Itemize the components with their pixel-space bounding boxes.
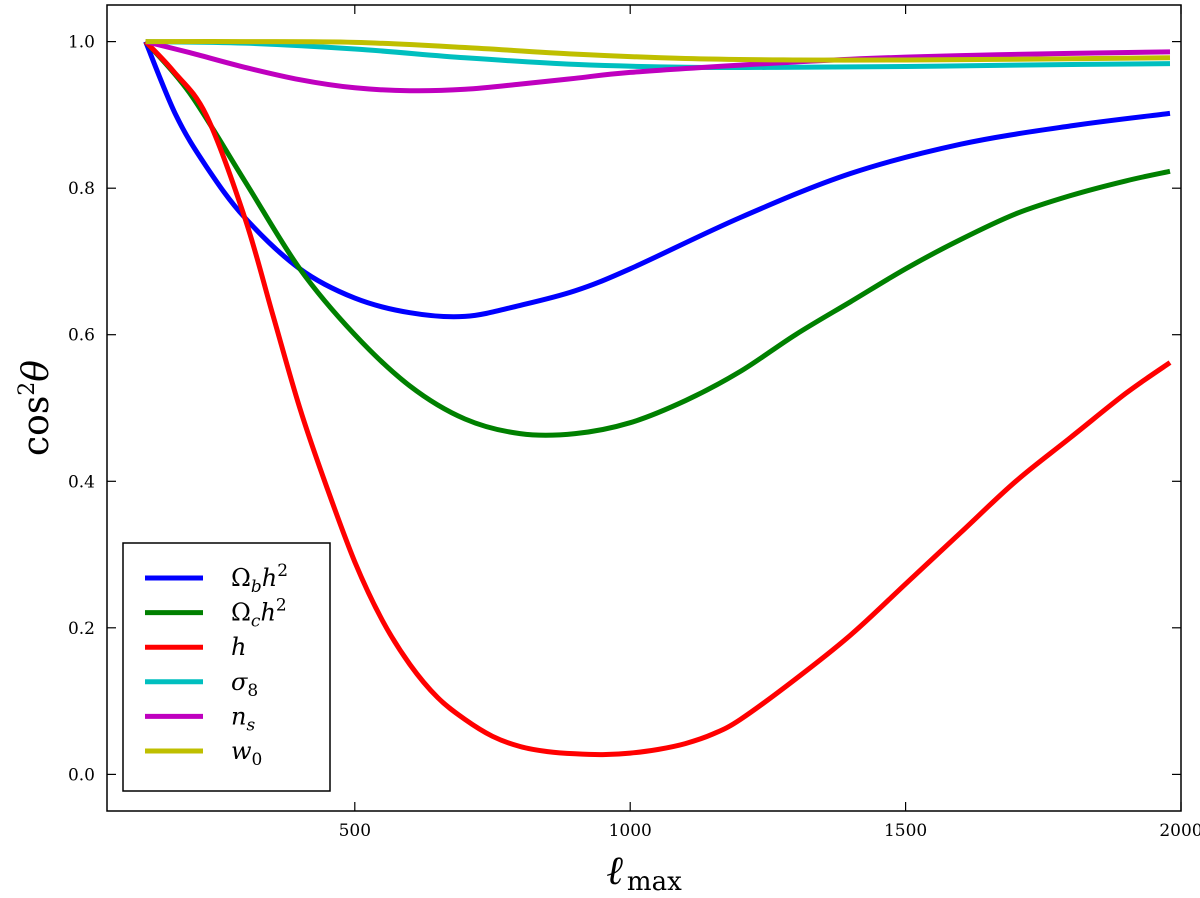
series-layer [143, 39, 1172, 758]
series-line [144, 39, 1171, 94]
legend-label: σ8 [231, 668, 258, 701]
series-line [143, 40, 1171, 320]
y-tick-label: 0.4 [68, 472, 95, 492]
x-axis-title-ell: ℓ [606, 848, 623, 894]
y-axis-title-cos: cos [16, 396, 57, 456]
x-tick-label: 1500 [884, 821, 927, 841]
legend-label: w0 [231, 737, 262, 770]
series-line [145, 39, 1171, 63]
series-line [145, 39, 1171, 71]
series-line [143, 39, 1172, 758]
axis-ticks: 500 1000 1500 2000 0.0 0.2 0.4 0.6 0.8 1.0 [68, 5, 1200, 841]
y-tick-label: 0.2 [68, 619, 95, 639]
legend-label: Ωch2 [231, 596, 287, 632]
y-axis-title-sup: 2 [15, 382, 40, 396]
x-axis-title: ℓ max [606, 848, 682, 897]
y-tick-label: 0.0 [68, 765, 95, 785]
x-tick-label: 1000 [609, 821, 652, 841]
x-tick-label: 2000 [1159, 821, 1200, 841]
legend-label: ns [231, 702, 255, 735]
series-line [143, 39, 1171, 438]
legend-label: Ωbh2 [231, 561, 288, 597]
y-axis-title: cos2θ [15, 360, 57, 456]
y-tick-label: 0.6 [68, 326, 95, 346]
legend-label: h [231, 633, 246, 661]
y-axis-title-theta: θ [16, 360, 57, 382]
x-tick-label: 500 [339, 821, 371, 841]
y-tick-label: 0.8 [68, 179, 95, 199]
y-tick-label: 1.0 [68, 33, 95, 53]
x-axis-title-sub: max [627, 867, 682, 897]
